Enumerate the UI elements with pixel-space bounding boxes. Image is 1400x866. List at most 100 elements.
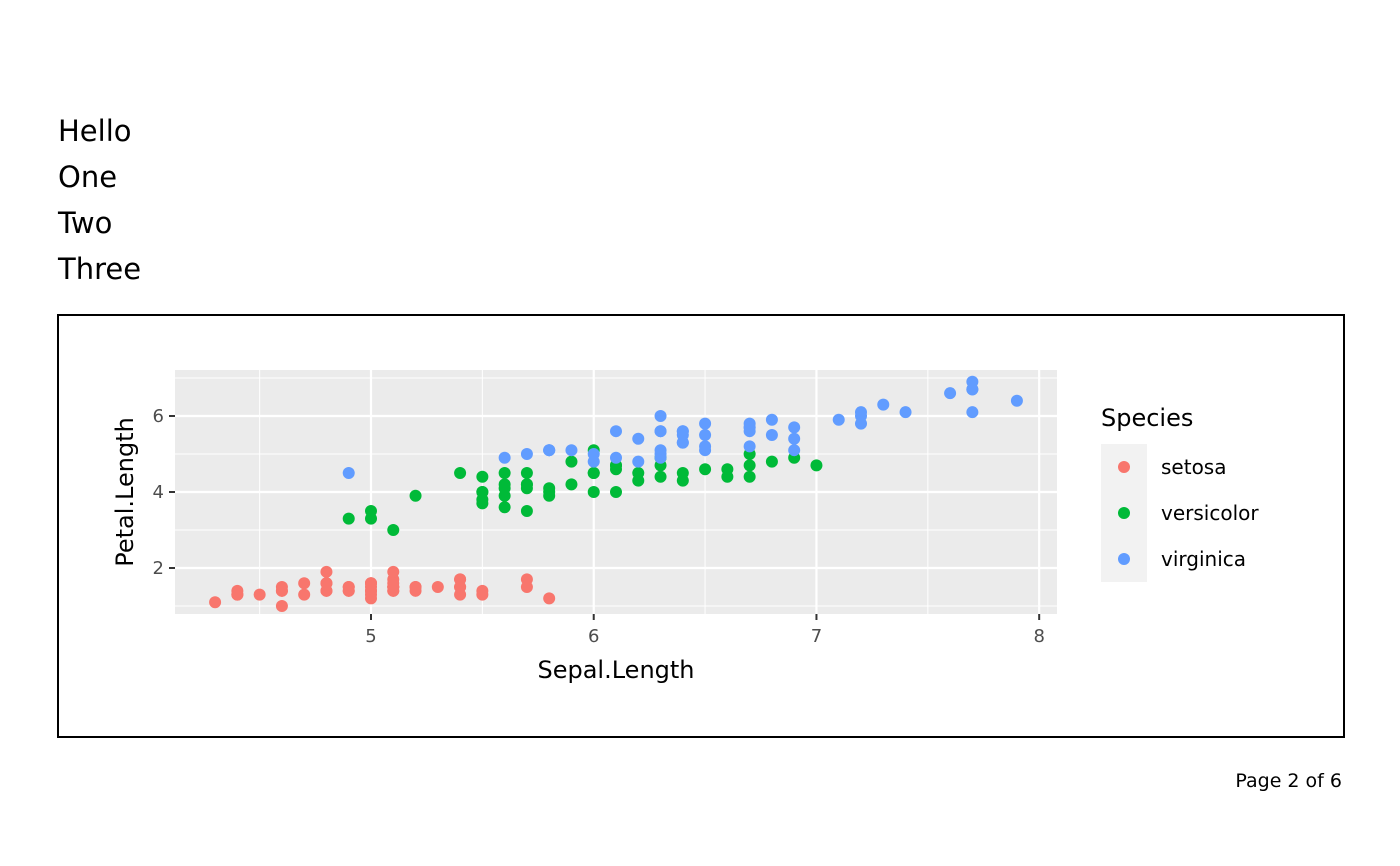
data-point-setosa (209, 596, 222, 609)
y-tick-label: 2 (153, 558, 164, 579)
data-point-virginica (1010, 394, 1023, 407)
data-point-virginica (699, 417, 712, 430)
data-point-virginica (765, 413, 778, 426)
data-point-setosa (387, 577, 400, 590)
data-point-virginica (699, 440, 712, 453)
data-point-virginica (944, 387, 957, 400)
y-tick-label: 4 (153, 482, 164, 503)
data-point-versicolor (743, 470, 756, 483)
data-point-virginica (743, 421, 756, 434)
data-point-setosa (298, 588, 311, 601)
legend-label-versicolor: versicolor (1161, 501, 1259, 525)
data-point-setosa (298, 577, 311, 590)
data-point-virginica (610, 425, 622, 438)
legend-label-setosa: setosa (1161, 455, 1226, 479)
data-point-versicolor (587, 486, 600, 498)
y-tick-label: 6 (153, 406, 164, 427)
data-point-versicolor (654, 470, 667, 483)
data-point-versicolor (765, 455, 778, 468)
data-point-versicolor (409, 489, 422, 502)
data-point-versicolor (632, 474, 645, 487)
data-point-virginica (899, 406, 912, 419)
data-point-virginica (520, 447, 533, 460)
data-point-versicolor (476, 470, 489, 483)
legend-title: Species (1101, 404, 1193, 432)
text-line-two: Two (58, 206, 113, 240)
data-point-versicolor (610, 463, 622, 476)
text-lines: Hello One Two Three (58, 108, 141, 292)
x-tick-label: 6 (588, 626, 599, 647)
data-point-setosa (431, 581, 444, 594)
data-point-virginica (654, 447, 667, 460)
data-point-setosa (342, 584, 355, 597)
data-point-virginica (543, 444, 556, 457)
data-point-setosa (476, 588, 489, 601)
data-point-versicolor (520, 482, 533, 495)
data-point-versicolor (565, 455, 578, 468)
data-point-setosa (275, 600, 288, 613)
data-point-virginica (632, 455, 645, 468)
data-point-versicolor (454, 466, 467, 479)
x-tick-label: 5 (365, 626, 376, 647)
data-point-virginica (610, 451, 622, 464)
data-point-versicolor (543, 486, 556, 498)
x-tick-label: 8 (1033, 626, 1044, 647)
data-point-virginica (966, 383, 979, 396)
data-point-versicolor (342, 512, 355, 525)
data-point-versicolor (520, 505, 533, 518)
y-axis-title: Petal.Length (111, 417, 139, 567)
data-point-versicolor (498, 466, 511, 479)
data-point-versicolor (699, 463, 712, 476)
data-point-setosa (543, 592, 556, 605)
data-point-versicolor (587, 466, 600, 479)
data-point-versicolor (721, 470, 734, 483)
data-point-virginica (788, 444, 801, 457)
legend-key-versicolor (1118, 507, 1130, 519)
data-point-setosa (231, 588, 244, 601)
data-point-setosa (387, 565, 400, 578)
data-point-versicolor (676, 474, 689, 487)
data-point-setosa (320, 584, 333, 597)
data-point-virginica (855, 417, 867, 430)
data-point-virginica (743, 440, 756, 453)
data-point-versicolor (565, 478, 578, 491)
data-point-versicolor (610, 486, 622, 498)
data-point-virginica (788, 421, 801, 434)
x-tick-label: 7 (811, 626, 822, 647)
data-point-versicolor (387, 524, 400, 537)
data-point-setosa (520, 573, 533, 586)
data-point-setosa (275, 584, 288, 597)
data-point-virginica (788, 432, 801, 445)
plot-frame: 5 6 7 8 2 4 6 Sepal.Length Petal.Length Species se… (57, 314, 1345, 738)
data-point-versicolor (743, 459, 756, 472)
x-axis-title: Sepal.Length (537, 656, 694, 684)
text-line-one: One (58, 160, 118, 194)
data-point-versicolor (520, 466, 533, 479)
data-point-versicolor (365, 512, 377, 525)
data-point-virginica (877, 398, 890, 411)
data-point-virginica (565, 444, 578, 457)
data-point-virginica (832, 413, 845, 426)
legend-key-setosa (1118, 461, 1130, 473)
data-point-virginica (699, 428, 712, 441)
data-point-setosa (454, 581, 467, 594)
scatter-chart: 5 6 7 8 2 4 6 Sepal.Length Petal.Length Species se… (111, 370, 1259, 684)
data-point-versicolor (476, 486, 489, 498)
text-line-three: Three (58, 252, 142, 286)
page-number: Page 2 of 6 (1235, 770, 1342, 792)
data-point-virginica (342, 466, 355, 479)
data-point-virginica (765, 428, 778, 441)
data-point-virginica (676, 428, 689, 441)
data-point-versicolor (498, 478, 511, 491)
data-point-setosa (320, 565, 333, 578)
text-line-hello: Hello (58, 114, 132, 148)
data-point-versicolor (810, 459, 823, 472)
legend-key-virginica (1118, 553, 1130, 565)
data-point-virginica (632, 432, 645, 445)
data-point-versicolor (498, 501, 511, 514)
data-point-setosa (409, 581, 422, 594)
data-point-setosa (365, 584, 377, 597)
legend-label-virginica: virginica (1161, 547, 1246, 571)
data-point-virginica (966, 406, 979, 419)
data-point-virginica (587, 455, 600, 468)
